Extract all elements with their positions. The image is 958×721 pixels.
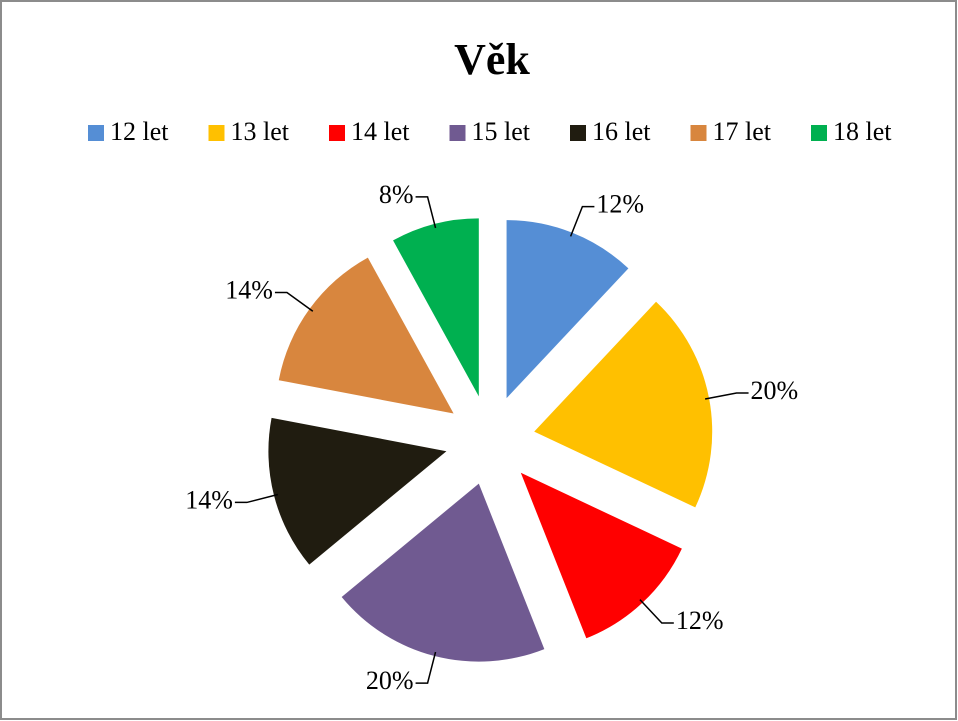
leader-line [704,392,749,400]
legend-swatch [690,125,707,141]
legend-label: 12 let [110,117,169,146]
pie-slice [520,472,682,639]
legend-label: 13 let [231,117,290,146]
leader-line [639,599,674,624]
pie-slice [534,301,713,508]
legend-label: 17 let [713,117,772,146]
legend-swatch [88,125,104,141]
leader-line [274,291,314,312]
pie-slice [341,483,545,662]
chart-title: Věk [454,35,530,84]
data-label: 20% [366,666,414,695]
data-label: 12% [676,606,724,635]
data-label: 14% [225,275,273,304]
leader-line [569,205,595,237]
legend-swatch [208,125,225,141]
pie-slice [278,257,454,414]
data-label: 8% [379,180,414,209]
data-label: 14% [185,485,233,514]
legend-label: 18 let [833,117,892,146]
data-label: 20% [751,376,799,405]
legend-swatch [570,125,586,141]
legend-swatch [811,125,827,141]
legend-label: 14 let [351,117,410,146]
leader-line [415,651,437,684]
legend-label: 15 let [472,117,531,146]
data-label: 12% [596,190,644,219]
legend-swatch [329,125,345,141]
legend-swatch [449,125,466,141]
pie-slice [393,218,479,397]
pie-slice [268,417,447,565]
leader-line [415,196,437,229]
legend-label: 16 let [592,117,651,146]
pie-slice [506,220,629,399]
leader-line [234,493,279,504]
